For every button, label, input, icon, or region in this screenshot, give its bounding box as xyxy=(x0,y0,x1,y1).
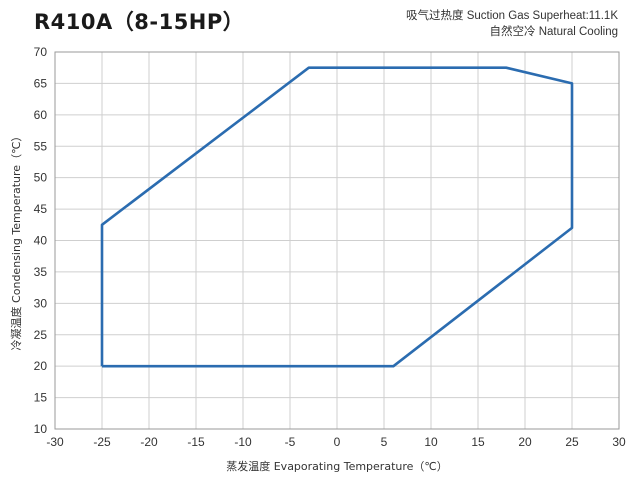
y-tick-label: 35 xyxy=(34,265,48,279)
x-tick-label: -10 xyxy=(234,435,252,449)
x-tick-label: 5 xyxy=(381,435,388,449)
x-tick-label: -15 xyxy=(187,435,205,449)
x-tick-label: -25 xyxy=(93,435,111,449)
x-tick-label: 10 xyxy=(424,435,438,449)
y-tick-label: 70 xyxy=(34,45,48,59)
y-tick-label: 50 xyxy=(34,171,48,185)
plot-frame xyxy=(54,51,620,430)
y-tick-label: 40 xyxy=(34,234,48,248)
chart-title: R410A（8-15HP） xyxy=(34,10,245,34)
x-tick-label: 0 xyxy=(334,435,341,449)
x-tick-label: -5 xyxy=(285,435,296,449)
x-tick-label: 15 xyxy=(471,435,485,449)
y-tick-label: 25 xyxy=(34,328,48,342)
y-tick-label: 60 xyxy=(34,108,48,122)
series xyxy=(100,66,574,368)
x-tick-label: -30 xyxy=(46,435,64,449)
y-tick-label: 15 xyxy=(34,391,48,405)
y-tick-label: 55 xyxy=(34,139,48,153)
x-axis-label: 蒸发温度 Evaporating Temperature（℃） xyxy=(226,459,448,473)
x-tick-label: -20 xyxy=(140,435,158,449)
superheat-note: 吸气过热度 Suction Gas Superheat:11.1K xyxy=(406,10,618,22)
tick-labels: -30 -25 -20 -15 -10 -5 0 5 10 15 20 25 30 10 15 20 25 30 3… xyxy=(34,45,626,449)
y-tick-label: 65 xyxy=(34,76,48,90)
x-tick-label: 25 xyxy=(565,435,579,449)
envelope-line xyxy=(100,66,574,368)
y-tick-label: 30 xyxy=(34,296,48,310)
x-tick-label: 20 xyxy=(518,435,532,449)
y-tick-label: 10 xyxy=(34,422,48,436)
x-tick-label: 30 xyxy=(612,435,626,449)
grid xyxy=(54,51,620,430)
y-axis-label: 冷凝温度 Condensing Temperature（℃） xyxy=(9,131,23,351)
cooling-note: 自然空冷 Natural Cooling xyxy=(489,26,618,38)
y-tick-label: 20 xyxy=(34,359,48,373)
y-tick-label: 45 xyxy=(34,202,48,216)
